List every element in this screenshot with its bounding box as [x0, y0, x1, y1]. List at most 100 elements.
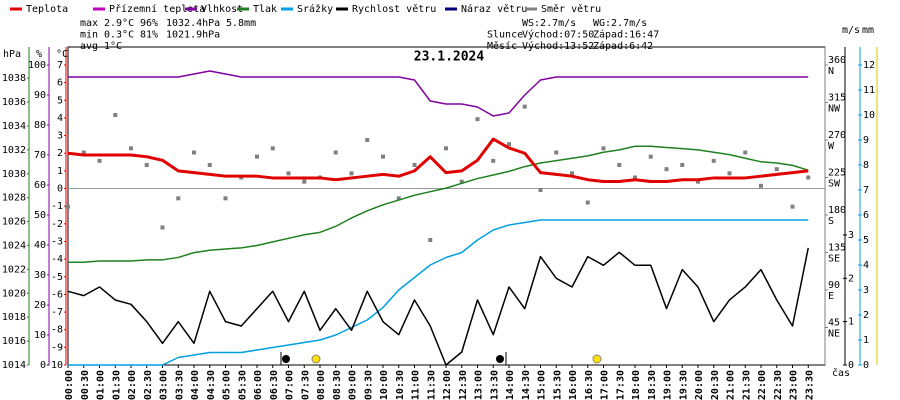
x-tick-label: 17:00 — [600, 370, 611, 400]
direction-point — [680, 163, 685, 167]
direction-point — [491, 158, 496, 163]
legend-label: Rychlost větru — [352, 3, 436, 15]
y-tick-label: 5 — [863, 235, 869, 246]
info-value: Západ:6:42 — [593, 40, 653, 52]
y-tick-label: 60 — [34, 180, 46, 191]
x-tick-label: 20:00 — [694, 370, 705, 400]
y-tick-label: 20 — [34, 300, 46, 311]
x-tick-label: 12:00 — [442, 370, 453, 400]
y-tick-label: 4 — [57, 113, 63, 124]
stat-value: 1021.9hPa — [166, 30, 220, 41]
x-tick-label: 15:30 — [552, 370, 563, 400]
y-tick-label: -3 — [51, 236, 63, 247]
y-tick-label: 90 — [828, 280, 840, 291]
direction-point — [176, 196, 181, 201]
y-tick-label: W — [828, 141, 835, 152]
series-line — [68, 145, 809, 263]
x-tick-label: 21:30 — [741, 370, 752, 400]
y-tick-label: 12 — [863, 60, 875, 71]
x-tick-label: 22:00 — [757, 370, 768, 400]
y-tick-label: 0 — [848, 360, 854, 371]
y-tick-label: E — [828, 291, 834, 302]
y-tick-label: 225 — [828, 168, 846, 179]
direction-point — [66, 204, 70, 209]
y-tick-label: 1034 — [2, 121, 26, 132]
y-tick-label: 50 — [34, 210, 46, 221]
x-tick-label: 16:30 — [584, 370, 595, 400]
x-tick-label: 09:30 — [363, 370, 374, 400]
y-tick-label: -8 — [51, 325, 63, 336]
x-tick-label: 15:00 — [537, 370, 548, 400]
direction-point — [570, 171, 574, 176]
y-tick-label: 90 — [34, 90, 46, 101]
x-tick-label: 01:00 — [96, 370, 107, 400]
info-value: WG:2.7m/s — [593, 18, 647, 29]
y-tick-label: 360 — [828, 55, 846, 66]
x-tick-label: 02:00 — [127, 370, 138, 400]
x-tick-label: 13:00 — [474, 370, 485, 400]
x-tick-label: 14:00 — [505, 370, 516, 400]
y-tick-label: 3 — [848, 230, 854, 241]
direction-point — [412, 163, 417, 167]
direction-point — [144, 163, 149, 167]
y-tick-label: 5 — [57, 95, 63, 106]
x-tick-label: 19:00 — [663, 370, 674, 400]
x-tick-label: 05:00 — [222, 370, 233, 400]
y-tick-label: 1014 — [2, 360, 26, 371]
y-tick-label: 45 — [828, 318, 840, 329]
y-tick-label: 2 — [863, 310, 869, 321]
direction-point — [774, 167, 779, 172]
x-tick-label: 05:30 — [237, 370, 248, 400]
legend-label: Směr větru — [541, 3, 601, 15]
y-tick-label: -2 — [51, 219, 63, 230]
direction-point — [475, 117, 480, 122]
x-tick-label: 14:30 — [521, 370, 532, 400]
direction-point — [333, 150, 338, 155]
direction-point — [538, 188, 543, 192]
x-tick-label: 23:00 — [789, 370, 800, 400]
stat-value: 96% — [140, 18, 158, 29]
stat-label: avg — [80, 41, 98, 52]
direction-point — [365, 138, 370, 142]
y-tick-label: 80 — [34, 120, 46, 131]
y-tick-label: 100 — [28, 60, 46, 71]
y-tick-label: 6 — [57, 78, 63, 89]
direction-point — [207, 163, 212, 167]
x-tick-label: 03:00 — [159, 370, 170, 400]
y-tick-label: NE — [828, 329, 840, 340]
series-line — [68, 70, 809, 117]
x-tick-label: 02:30 — [143, 370, 154, 400]
direction-point — [696, 179, 700, 184]
y-tick-label: 30 — [34, 270, 46, 281]
direction-point — [270, 146, 275, 151]
x-tick-label: 10:00 — [379, 370, 390, 400]
x-tick-label: 09:00 — [348, 370, 359, 400]
x-tick-label: 19:30 — [678, 370, 689, 400]
legend-label: Vlhkost — [201, 4, 243, 15]
direction-point — [286, 171, 291, 176]
y-tick-label: 40 — [34, 240, 46, 251]
y-tick-label: S — [828, 216, 834, 227]
chart-title: 23.1.2024 — [414, 50, 485, 65]
direction-point — [633, 175, 637, 180]
y-tick-label: 1032 — [2, 145, 26, 156]
y-tick-label: NW — [828, 104, 841, 115]
direction-point — [97, 158, 102, 163]
direction-point — [790, 204, 795, 209]
direction-point — [160, 225, 165, 230]
legend-label: Teplota — [26, 4, 68, 15]
y-tick-label: -10 — [45, 360, 63, 371]
direction-point — [81, 150, 86, 155]
info-value: WS:2.7m/s — [522, 18, 576, 29]
x-tick-label: 06:30 — [269, 370, 280, 400]
direction-point — [554, 150, 559, 155]
x-tick-label: 07:00 — [285, 370, 296, 400]
info-label: Měsíc — [487, 40, 517, 52]
y-tick-label: 1028 — [2, 193, 26, 204]
x-tick-label: 06:00 — [253, 370, 264, 400]
y-tick-label: 4 — [863, 260, 869, 271]
series-line — [67, 247, 809, 366]
y-tick-label: 2 — [57, 148, 63, 159]
x-tick-label: 11:00 — [411, 370, 422, 400]
